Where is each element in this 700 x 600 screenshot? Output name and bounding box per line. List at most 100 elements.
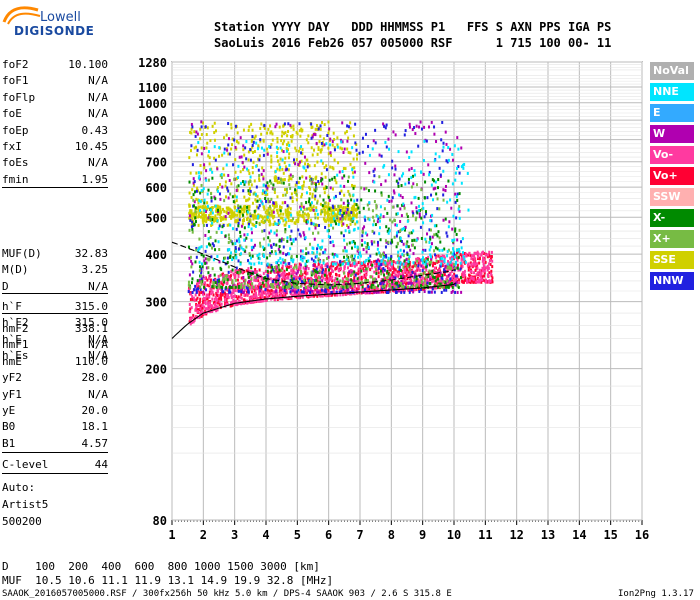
echo-point [350, 198, 353, 202]
echo-point [256, 275, 259, 279]
echo-point [191, 290, 194, 294]
echo-point [290, 256, 293, 260]
echo-point [211, 290, 214, 294]
echo-point [284, 193, 287, 197]
echo-point [479, 272, 482, 276]
echo-point [489, 262, 492, 266]
echo-point [220, 302, 223, 306]
echo-point [398, 229, 401, 233]
echo-point [409, 278, 412, 282]
echo-point [231, 195, 234, 199]
echo-point [284, 200, 287, 204]
echo-point [418, 274, 421, 278]
echo-point [347, 205, 350, 209]
echo-point [236, 289, 239, 293]
echo-point [204, 281, 207, 285]
echo-point [401, 269, 404, 273]
echo-point [453, 265, 456, 269]
echo-point [212, 219, 215, 223]
echo-point [336, 173, 339, 177]
echo-point [289, 282, 292, 286]
echo-point [436, 282, 439, 286]
echo-point [420, 287, 423, 291]
echo-point [276, 140, 279, 144]
echo-point [337, 161, 340, 165]
echo-point [273, 265, 276, 269]
echo-point [194, 314, 197, 318]
echo-point [195, 212, 198, 216]
echo-point [333, 213, 336, 217]
echo-point [200, 271, 203, 275]
echo-point [301, 255, 304, 259]
echo-point [310, 122, 313, 126]
echo-point [363, 215, 366, 219]
echo-point [337, 280, 340, 284]
echo-point [336, 143, 339, 147]
echo-point [219, 211, 222, 215]
echo-point [205, 133, 208, 137]
echo-point [205, 146, 208, 150]
echo-point [227, 265, 230, 269]
echo-point [272, 215, 275, 219]
echo-point [281, 216, 284, 220]
echo-point [265, 215, 268, 219]
echo-point [457, 250, 460, 254]
echo-point [282, 212, 285, 216]
echo-point [232, 256, 235, 260]
echo-point [283, 288, 286, 292]
echo-point [320, 294, 323, 298]
echo-point [247, 225, 250, 229]
echo-point [332, 291, 335, 295]
auto-label: Auto: [2, 481, 36, 494]
echo-point [396, 204, 399, 208]
echo-point [308, 197, 311, 201]
echo-point [326, 265, 329, 269]
echo-point [228, 223, 231, 227]
echo-point [251, 213, 254, 217]
echo-point [381, 281, 384, 285]
echo-point [269, 205, 272, 209]
echo-point [347, 217, 350, 221]
echo-point [350, 218, 353, 222]
echo-point [267, 296, 270, 300]
echo-point [393, 267, 396, 271]
echo-point [278, 163, 281, 167]
echo-point [246, 210, 249, 214]
echo-point [385, 290, 388, 294]
echo-point [272, 187, 275, 191]
param-row: h`F2 315.0 [2, 316, 108, 330]
echo-point [277, 265, 280, 269]
echo-point [327, 202, 330, 206]
echo-point [309, 284, 312, 288]
echo-point [427, 271, 430, 275]
echo-point [352, 157, 355, 161]
echo-point [230, 296, 233, 300]
echo-point [437, 254, 440, 258]
echo-point [429, 282, 432, 286]
echo-point [207, 237, 210, 241]
param-separator [2, 473, 108, 474]
echo-point [423, 196, 426, 200]
echo-point [216, 283, 219, 287]
echo-point [260, 132, 263, 136]
echo-point [449, 272, 452, 276]
echo-point [305, 252, 308, 256]
echo-point [385, 123, 388, 127]
echo-point [195, 298, 198, 302]
echo-point [364, 161, 367, 165]
echo-point [232, 288, 235, 292]
echo-point [467, 268, 470, 272]
echo-point [247, 191, 250, 195]
echo-point [207, 216, 210, 220]
echo-point [276, 292, 279, 296]
echo-point [198, 237, 201, 241]
echo-point [346, 266, 349, 270]
echo-point [424, 180, 427, 184]
echo-point [352, 212, 355, 216]
echo-point [339, 146, 342, 150]
echo-point [363, 225, 366, 229]
echo-point [235, 209, 238, 213]
echo-point [347, 285, 350, 289]
echo-point [425, 277, 428, 281]
echo-point [263, 123, 266, 127]
